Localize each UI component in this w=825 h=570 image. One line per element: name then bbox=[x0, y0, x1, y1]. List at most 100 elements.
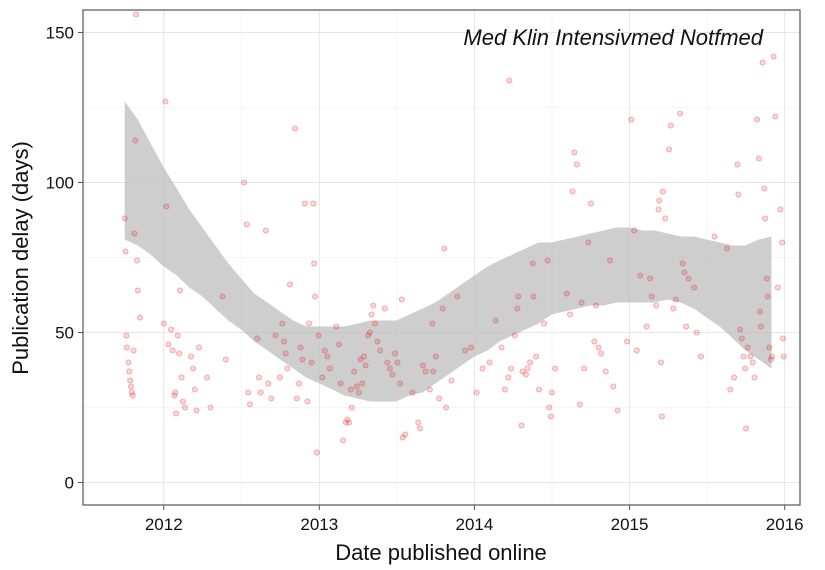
data-point bbox=[133, 257, 140, 264]
data-point bbox=[514, 305, 521, 312]
data-point bbox=[462, 347, 469, 354]
data-point bbox=[169, 347, 176, 354]
data-point bbox=[130, 347, 137, 354]
data-point bbox=[398, 296, 405, 303]
data-point bbox=[763, 275, 770, 282]
data-point bbox=[384, 359, 391, 366]
data-point bbox=[576, 401, 583, 408]
data-point bbox=[770, 53, 777, 60]
data-point bbox=[272, 332, 279, 339]
data-point bbox=[262, 227, 269, 234]
data-point bbox=[344, 416, 351, 423]
data-point bbox=[342, 419, 349, 426]
data-point bbox=[762, 215, 769, 222]
plot-border bbox=[82, 9, 801, 506]
data-point bbox=[658, 359, 665, 366]
data-point bbox=[257, 389, 264, 396]
data-point bbox=[190, 365, 197, 372]
data-point bbox=[127, 377, 134, 384]
x-tick-label: 2015 bbox=[611, 515, 649, 534]
data-point bbox=[610, 383, 617, 390]
data-point bbox=[442, 404, 449, 411]
data-point bbox=[389, 371, 396, 378]
data-point bbox=[219, 293, 226, 300]
data-point bbox=[173, 410, 180, 417]
data-point bbox=[129, 392, 136, 399]
points-layer bbox=[121, 11, 787, 456]
data-point bbox=[326, 365, 333, 372]
data-point bbox=[245, 389, 252, 396]
data-point bbox=[757, 323, 764, 330]
data-point bbox=[581, 365, 588, 372]
data-point bbox=[365, 332, 372, 339]
data-point bbox=[742, 365, 749, 372]
data-point bbox=[306, 320, 313, 327]
data-point bbox=[683, 323, 690, 330]
data-point bbox=[391, 350, 398, 357]
data-point bbox=[346, 419, 353, 426]
data-point bbox=[533, 353, 540, 360]
data-point bbox=[734, 161, 741, 168]
data-point bbox=[685, 275, 692, 282]
data-point bbox=[467, 344, 474, 351]
data-point bbox=[337, 380, 344, 387]
data-point bbox=[691, 284, 698, 291]
data-point bbox=[366, 329, 373, 336]
data-point bbox=[127, 383, 134, 390]
data-point bbox=[498, 344, 505, 351]
data-point bbox=[672, 296, 679, 303]
data-point bbox=[360, 353, 367, 360]
data-point bbox=[176, 287, 183, 294]
data-point bbox=[681, 269, 688, 276]
data-point bbox=[321, 347, 328, 354]
data-point bbox=[179, 398, 186, 405]
data-point bbox=[569, 188, 576, 195]
data-point bbox=[282, 350, 289, 357]
data-point bbox=[670, 305, 677, 312]
data-point bbox=[772, 113, 779, 120]
y-tick-label: 0 bbox=[65, 474, 74, 493]
data-point bbox=[548, 389, 555, 396]
data-point bbox=[757, 308, 764, 315]
data-point bbox=[547, 413, 554, 420]
data-point bbox=[355, 389, 362, 396]
data-point bbox=[666, 146, 673, 153]
data-point bbox=[593, 302, 600, 309]
data-point bbox=[374, 338, 381, 345]
data-point bbox=[176, 350, 183, 357]
data-point bbox=[602, 368, 609, 375]
y-tick-label: 50 bbox=[55, 324, 74, 343]
data-point bbox=[276, 374, 283, 381]
data-point bbox=[122, 248, 129, 255]
data-point bbox=[679, 260, 686, 267]
data-point bbox=[614, 407, 621, 414]
data-point bbox=[293, 395, 300, 402]
data-point bbox=[362, 362, 369, 369]
data-point bbox=[397, 380, 404, 387]
data-point bbox=[204, 374, 211, 381]
data-point bbox=[544, 257, 551, 264]
data-point bbox=[265, 380, 272, 387]
smooth-band-layer bbox=[124, 101, 772, 402]
data-point bbox=[370, 302, 377, 309]
data-point bbox=[573, 161, 580, 168]
data-point bbox=[134, 287, 141, 294]
data-point bbox=[637, 272, 644, 279]
data-point bbox=[648, 293, 655, 300]
data-point bbox=[311, 260, 318, 267]
data-point bbox=[754, 116, 761, 123]
data-point bbox=[505, 374, 512, 381]
data-point bbox=[768, 356, 775, 363]
data-point bbox=[655, 206, 662, 213]
data-point bbox=[780, 335, 787, 342]
data-point bbox=[368, 311, 375, 318]
data-point bbox=[181, 404, 188, 411]
data-point bbox=[607, 257, 614, 264]
data-point bbox=[647, 275, 654, 282]
data-point bbox=[241, 179, 248, 186]
data-point bbox=[312, 293, 319, 300]
data-point bbox=[747, 353, 754, 360]
data-point bbox=[136, 314, 143, 321]
data-point bbox=[591, 338, 598, 345]
data-point bbox=[777, 206, 784, 213]
